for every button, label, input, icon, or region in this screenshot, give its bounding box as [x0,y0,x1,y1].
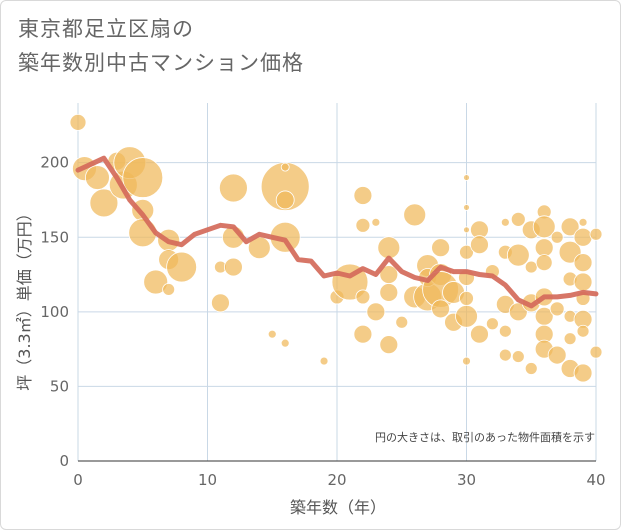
bubble-point [366,302,386,322]
y-tick-label: 50 [50,377,69,395]
bubble-point [353,186,373,205]
x-tick-label: 10 [198,471,217,489]
x-axis-label: 築年数（年） [290,498,386,517]
bubble-point [524,260,538,274]
bubble-point [223,257,243,277]
bubble-point [267,329,277,339]
bubble-point [578,217,588,227]
bubble-point [166,251,198,283]
bubble-point [319,356,329,366]
bubble-point [260,162,310,211]
chart-title-line-2: 築年数別中古マンション価格 [18,51,304,75]
bubble-point [377,236,401,260]
bubble-point [573,253,593,273]
bubble-point [549,301,565,317]
bubble-point [89,188,119,218]
bubble-point [395,315,409,329]
bubble-point [589,345,603,359]
bubble-point [576,324,590,338]
bubble-point [275,190,295,210]
bubble-point [463,174,470,181]
x-tick-label: 20 [327,471,346,489]
bubble-point [403,203,427,227]
bubble-point [211,293,230,313]
bubble-point [371,217,381,227]
bubble-point [573,272,593,292]
bubble-point [280,338,290,348]
bubble-point [122,157,164,198]
bubble-point [470,235,489,255]
bubble-point [85,165,110,190]
bubble-point [563,332,577,346]
bubble-point [431,238,451,258]
bubble-point [589,227,603,241]
bubble-point [535,254,553,272]
average-price-line [75,155,599,309]
bubble-point [510,211,526,227]
bubble-point [498,348,512,362]
x-tick-label: 30 [457,471,476,489]
bubble-point [485,317,499,331]
bubble-point [379,335,399,355]
bubble-point [532,215,556,239]
bubble-point [463,204,470,211]
y-tick-label: 200 [40,154,69,172]
bubble-point [524,362,538,375]
bubble-point [573,227,593,247]
size-note: 円の大きさは、取引のあった物件面積を示す [375,430,595,444]
chart-title-line-1: 東京都足立区扇の [18,17,194,41]
bubble-point [218,173,248,203]
bubble-point [355,217,371,233]
bubble-point [573,363,593,383]
bubble-point [143,269,169,295]
x-tick-label: 0 [73,471,83,489]
bubble-point [280,162,290,172]
tick-labels: 0 10 20 30 40 0 50 100 150 200 [40,154,605,489]
bubble-point [506,243,530,267]
bubble-point [69,113,87,131]
bubble-point [560,217,580,237]
bubble-point [462,356,471,366]
bubble-point [508,302,528,322]
bubble-point [463,226,470,234]
y-tick-label: 100 [40,303,69,321]
trend-line-layer [75,155,599,309]
chart-title: 東京都足立区扇の 築年数別中古マンション価格 [18,12,304,80]
bubble-point [355,289,371,305]
bubble-point [500,217,510,227]
bubble-point [470,324,489,344]
bubble-point [534,238,554,258]
bubble-point [431,299,451,319]
bubble-point [353,324,373,344]
y-tick-label: 150 [40,228,69,246]
bubble-point [128,218,158,248]
bubble-point [459,244,474,260]
bubble-point [162,283,176,296]
y-tick-label: 0 [59,452,69,470]
bubble-point [547,345,567,365]
bubble-point [498,324,512,338]
bubble-point [379,283,399,302]
bubble-point [455,304,478,328]
bubble-layer [69,113,603,383]
bubble-point [550,230,564,244]
bubble-point [511,350,525,363]
y-axis-label: 坪（3.3㎡）単価（万円） [15,205,34,390]
bubble-point [459,291,474,306]
x-tick-label: 40 [586,471,605,489]
